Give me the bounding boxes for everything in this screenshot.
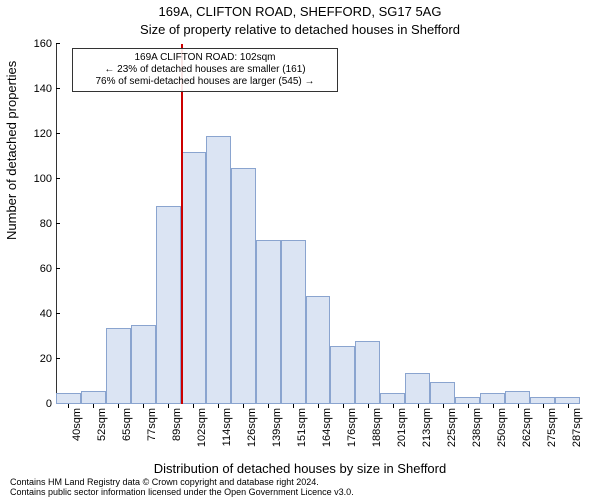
- x-tick-label: 102sqm: [196, 408, 208, 447]
- x-tick-mark: [418, 404, 419, 408]
- bar: [555, 397, 580, 404]
- bar: [256, 240, 281, 404]
- bar: [330, 346, 355, 405]
- bar: [81, 391, 106, 405]
- x-tick-mark: [493, 404, 494, 408]
- chart-title-address: 169A, CLIFTON ROAD, SHEFFORD, SG17 5AG: [0, 4, 600, 19]
- annotation-line3: 76% of semi-detached houses are larger (…: [76, 76, 334, 88]
- bar: [306, 296, 331, 404]
- x-tick-mark: [118, 404, 119, 408]
- reference-line: [181, 44, 183, 404]
- x-tick-label: 201sqm: [396, 408, 408, 447]
- x-tick-mark: [443, 404, 444, 408]
- x-tick-label: 139sqm: [271, 408, 283, 447]
- x-tick-label: 225sqm: [446, 408, 458, 447]
- x-tick-mark: [143, 404, 144, 408]
- bar: [355, 341, 380, 404]
- bar: [106, 328, 131, 405]
- chart-title-description: Size of property relative to detached ho…: [0, 22, 600, 37]
- annotation-line2: ← 23% of detached houses are smaller (16…: [76, 64, 334, 76]
- y-tick-label: 120: [34, 128, 52, 140]
- x-tick-label: 52sqm: [96, 408, 108, 441]
- x-tick-mark: [468, 404, 469, 408]
- chart-container: 169A, CLIFTON ROAD, SHEFFORD, SG17 5AG S…: [0, 0, 600, 500]
- bar: [455, 397, 480, 404]
- x-tick-mark: [193, 404, 194, 408]
- x-tick-mark: [68, 404, 69, 408]
- x-axis-label: Distribution of detached houses by size …: [0, 461, 600, 476]
- bars-group: [56, 44, 580, 404]
- x-tick-label: 114sqm: [221, 408, 233, 446]
- footer-attribution: Contains HM Land Registry data © Crown c…: [10, 478, 590, 498]
- x-tick-mark: [243, 404, 244, 408]
- x-tick-label: 89sqm: [171, 408, 183, 441]
- x-tick-mark: [343, 404, 344, 408]
- x-tick-label: 287sqm: [571, 408, 583, 447]
- x-tick-mark: [318, 404, 319, 408]
- y-tick-label: 100: [34, 173, 52, 185]
- x-tick-label: 250sqm: [496, 408, 508, 447]
- x-tick-label: 77sqm: [146, 408, 158, 441]
- y-tick-label: 160: [34, 38, 52, 50]
- x-tick-label: 213sqm: [421, 408, 433, 447]
- y-tick-label: 0: [46, 398, 52, 410]
- x-tick-mark: [93, 404, 94, 408]
- bar: [206, 136, 231, 404]
- y-tick-label: 80: [40, 218, 52, 230]
- y-tick-label: 40: [40, 308, 52, 320]
- x-tick-label: 164sqm: [321, 408, 333, 447]
- x-tick-mark: [518, 404, 519, 408]
- bar: [156, 206, 181, 404]
- y-tick-label: 140: [34, 83, 52, 95]
- x-tick-label: 275sqm: [546, 408, 558, 447]
- x-tick-label: 238sqm: [471, 408, 483, 447]
- x-tick-mark: [268, 404, 269, 408]
- x-tick-mark: [368, 404, 369, 408]
- bar: [231, 168, 256, 404]
- bar: [281, 240, 306, 404]
- bar: [131, 325, 156, 404]
- x-tick-label: 176sqm: [346, 408, 358, 447]
- y-tick-label: 60: [40, 263, 52, 275]
- bar: [505, 391, 530, 405]
- x-tick-label: 40sqm: [71, 408, 83, 441]
- x-tick-label: 262sqm: [521, 408, 533, 447]
- bar: [181, 152, 206, 404]
- annotation-line1: 169A CLIFTON ROAD: 102sqm: [76, 52, 334, 64]
- bar: [430, 382, 455, 405]
- bar: [56, 393, 81, 404]
- x-tick-label: 126sqm: [246, 408, 258, 447]
- x-tick-label: 151sqm: [296, 408, 308, 447]
- x-tick-mark: [168, 404, 169, 408]
- x-tick-mark: [393, 404, 394, 408]
- footer-line2: Contains public sector information licen…: [10, 488, 590, 498]
- x-tick-label: 65sqm: [121, 408, 133, 441]
- x-tick-mark: [218, 404, 219, 408]
- x-tick-label: 188sqm: [371, 408, 383, 447]
- y-tick-label: 20: [40, 353, 52, 365]
- y-axis-label: Number of detached properties: [4, 61, 19, 240]
- x-tick-mark: [568, 404, 569, 408]
- bar: [405, 373, 430, 405]
- x-tick-mark: [293, 404, 294, 408]
- bar: [530, 397, 555, 404]
- bar: [480, 393, 505, 404]
- annotation-box: 169A CLIFTON ROAD: 102sqm ← 23% of detac…: [72, 48, 338, 92]
- bar: [380, 393, 405, 404]
- x-tick-mark: [543, 404, 544, 408]
- plot-area: 020406080100120140160 40sqm52sqm65sqm77s…: [56, 44, 580, 404]
